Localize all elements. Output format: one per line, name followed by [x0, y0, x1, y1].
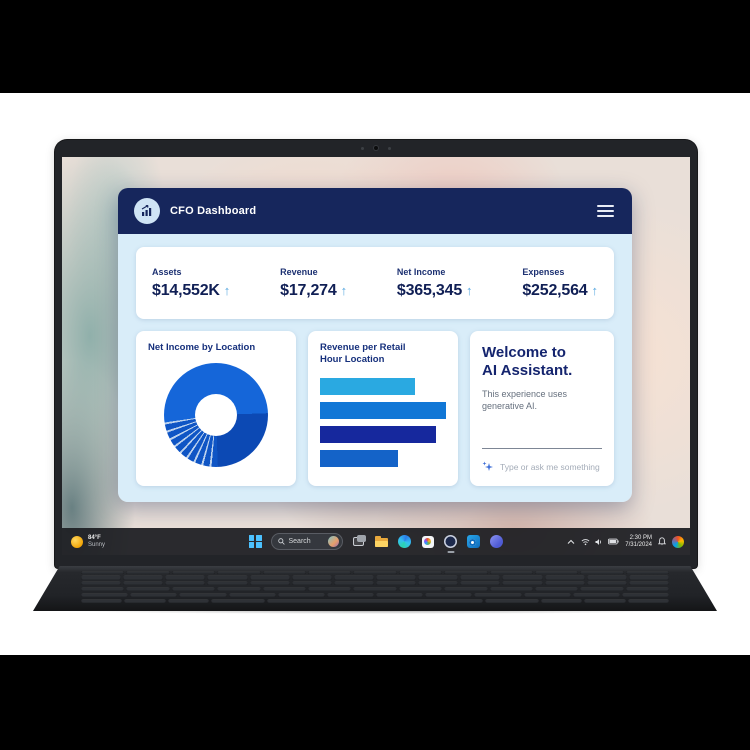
laptop-base-shadow: [60, 608, 690, 614]
window-title: CFO Dashboard: [170, 205, 257, 217]
sun-icon: [71, 535, 83, 548]
task-view-icon[interactable]: [352, 535, 366, 549]
taskbar-clock[interactable]: 2:30 PM 7/31/2024: [625, 535, 652, 549]
system-tray: 2:30 PM 7/31/2024: [567, 528, 684, 555]
kpi-label: Revenue: [280, 266, 318, 277]
volume-icon: [595, 538, 602, 545]
windows-taskbar: 84°F Sunny Search: [62, 528, 690, 555]
card-title: Net Income by Location: [148, 342, 256, 353]
menu-hamburger-icon[interactable]: [595, 201, 616, 221]
divider: [482, 448, 602, 449]
kpi-value: $365,345: [396, 281, 463, 299]
kpi-expenses: Expenses $252,564 ↑: [522, 267, 598, 300]
kpi-label: Net Income: [396, 266, 446, 277]
laptop-base: [33, 566, 717, 611]
trend-up-icon: ↑: [223, 282, 231, 298]
bar-2: [320, 401, 446, 419]
weather-condition: Sunny: [88, 541, 106, 548]
app-logo: [134, 198, 160, 224]
bar-1: [320, 377, 415, 395]
search-box[interactable]: Search: [270, 533, 343, 550]
notifications-bell-icon[interactable]: [658, 537, 666, 546]
cfo-app-icon-active[interactable]: [444, 535, 458, 553]
quick-settings[interactable]: [581, 538, 619, 546]
kpi-assets: Assets $14,552K ↑: [152, 267, 230, 300]
sparkle-icon: [482, 461, 493, 471]
ai-subtitle: This experience uses generative AI.: [482, 388, 568, 411]
ai-input-placeholder: Type or ask me something: [500, 462, 600, 472]
weather-widget[interactable]: 84°F Sunny: [71, 528, 105, 555]
file-explorer-icon[interactable]: [375, 535, 389, 549]
laptop-screen-bezel: CFO Dashboard Assets $14,552K ↑: [55, 140, 697, 568]
window-header: CFO Dashboard: [118, 188, 632, 234]
search-icon: [277, 538, 285, 545]
kpi-value: $14,552K: [152, 281, 220, 299]
taskbar-center-icons: Search: [62, 528, 690, 555]
ai-prompt-input[interactable]: Type or ask me something: [482, 461, 604, 473]
bar-chart-logo-icon: [141, 204, 152, 216]
outlook-icon[interactable]: [467, 535, 481, 549]
battery-icon: [608, 538, 619, 545]
keyboard: [81, 571, 670, 603]
wifi-icon: [581, 538, 590, 545]
kpi-value: $252,564: [522, 281, 588, 299]
kpi-revenue: Revenue $17,274 ↑: [280, 267, 347, 300]
search-label: Search: [288, 538, 311, 545]
clock-date: 7/31/2024: [625, 541, 652, 548]
clock-time: 2:30 PM: [629, 534, 652, 541]
kpi-net-income: Net Income $365,345 ↑: [397, 267, 473, 300]
copilot-icon[interactable]: [672, 535, 684, 548]
search-highlight-image: [327, 536, 339, 547]
letterbox-bottom: [0, 655, 750, 750]
window-body: Assets $14,552K ↑ Revenue $17,274 ↑: [118, 234, 632, 502]
ai-assistant-card: Welcome to AI Assistant. This experience…: [470, 331, 614, 486]
cfo-dashboard-window: CFO Dashboard Assets $14,552K ↑: [118, 188, 632, 502]
net-income-by-location-card: Net Income by Location: [136, 331, 296, 486]
hidden-icons-chevron-icon[interactable]: [567, 539, 575, 545]
kpi-label: Assets: [152, 266, 182, 277]
trend-up-icon: ↑: [466, 282, 473, 298]
trend-up-icon: ↑: [591, 282, 599, 298]
kpi-summary-card: Assets $14,552K ↑ Revenue $17,274 ↑: [136, 247, 614, 319]
net-income-donut-chart: [164, 363, 268, 468]
trend-up-icon: ↑: [340, 282, 348, 298]
kpi-label: Expenses: [522, 266, 565, 277]
start-button[interactable]: [248, 535, 262, 548]
webcam: [361, 146, 391, 150]
card-title: Revenue per Retail Hour Location: [320, 342, 406, 366]
active-app-indicator: [447, 550, 454, 553]
revenue-per-retail-hour-card: Revenue per Retail Hour Location: [308, 331, 458, 486]
bar-3: [320, 425, 436, 443]
kpi-value: $17,274: [280, 281, 337, 299]
revenue-bar-chart: [320, 377, 446, 467]
letterbox-top: [0, 0, 750, 93]
edge-browser-icon[interactable]: [398, 535, 412, 549]
ai-welcome-title: Welcome to AI Assistant.: [482, 344, 573, 380]
desktop-wallpaper: CFO Dashboard Assets $14,552K ↑: [62, 157, 690, 555]
bar-4: [320, 449, 399, 467]
teams-icon[interactable]: [490, 535, 504, 549]
weather-temp: 84°F: [88, 535, 101, 541]
photos-app-icon[interactable]: [421, 535, 435, 549]
